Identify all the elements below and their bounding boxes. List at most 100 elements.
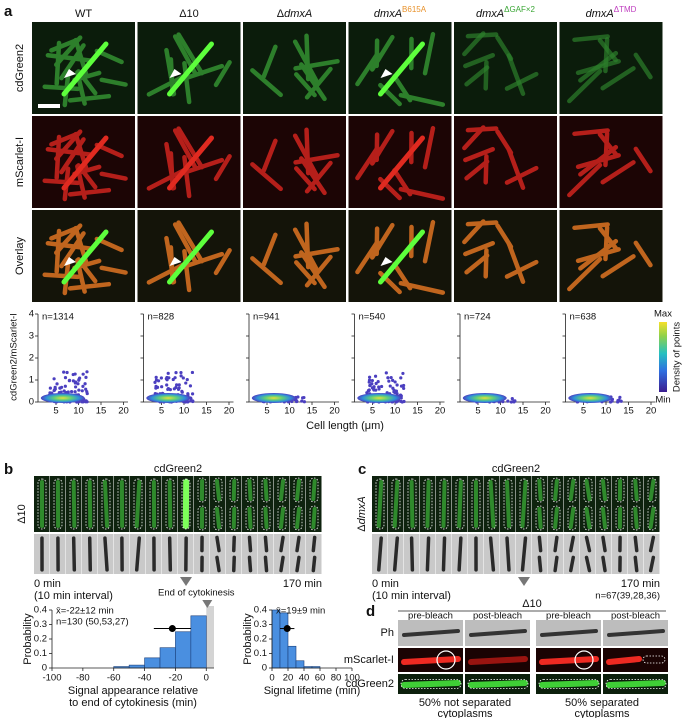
density-point (172, 387, 176, 391)
colorbar-min: Min (655, 395, 670, 406)
cell (553, 507, 559, 529)
x-tick-label: 100 (344, 673, 360, 684)
cell-outline (535, 505, 545, 531)
header-italic: dmxA (284, 8, 312, 20)
density-point (165, 375, 169, 380)
colorbar-label: Density of points (672, 322, 683, 392)
cell (99, 265, 128, 275)
density-point (367, 375, 372, 379)
x-tick-label: 15 (307, 406, 318, 417)
column-header: ΔdmxA (277, 8, 312, 20)
cell (495, 129, 514, 156)
density-point (81, 384, 85, 388)
y-tick-label: 1 (29, 375, 34, 386)
cell-outline (197, 477, 207, 503)
cell (463, 146, 495, 163)
header-pre: WT (75, 8, 92, 20)
x-tick-label: 5 (264, 406, 269, 417)
cell (376, 480, 384, 528)
x-tick-label: 20 (435, 406, 446, 417)
density-point (370, 379, 374, 383)
x-tick-label: 10 (495, 406, 506, 417)
x-tick-label: 10 (284, 406, 295, 417)
cell (441, 536, 447, 572)
density-point (74, 385, 78, 389)
caption: 50% not separated (419, 697, 511, 709)
phase-frame (644, 534, 660, 574)
density-point (402, 399, 406, 404)
cell (176, 126, 205, 170)
hist-bar (128, 664, 145, 669)
density-point (174, 383, 179, 387)
cell (401, 656, 461, 665)
phase-frame (596, 534, 612, 574)
x-tick-label: 5 (475, 406, 480, 417)
highlighted-cell (61, 41, 109, 97)
cell (182, 248, 192, 293)
cell (102, 480, 110, 528)
density-point (156, 379, 161, 383)
cell-outline (53, 478, 63, 530)
cell (468, 656, 528, 665)
cell (167, 480, 173, 528)
cell-outline (165, 478, 175, 530)
cell (176, 220, 205, 264)
cell (584, 507, 592, 529)
cell-outline (567, 477, 577, 503)
cell (99, 171, 128, 181)
hist-bar (287, 645, 297, 669)
density-point (389, 375, 393, 380)
density-cloud (251, 393, 296, 404)
phase-frame (580, 534, 596, 574)
cell (572, 128, 610, 137)
count-label: n=828 (148, 312, 175, 323)
cell (457, 536, 463, 572)
cell (295, 479, 301, 501)
cell (87, 480, 93, 528)
density-point (176, 387, 181, 391)
x-axis-label: Signal appearance relative (68, 685, 198, 697)
density-point (165, 378, 169, 382)
density-point (77, 378, 81, 382)
cell (279, 555, 285, 573)
y-axis-label: cdGreen2/mScarlet-I (9, 313, 20, 401)
cell (537, 555, 543, 573)
cell (520, 480, 528, 528)
cell (578, 238, 619, 271)
cell-outline (551, 477, 561, 503)
cell (295, 507, 301, 529)
density-point (179, 370, 183, 375)
cell (569, 535, 575, 553)
cell (103, 536, 109, 572)
caption: 50% separated (565, 697, 639, 709)
density-point (153, 380, 157, 384)
cell-outline (631, 477, 641, 503)
cell (167, 536, 173, 572)
cell (483, 248, 489, 279)
density-point (48, 391, 52, 395)
cell (601, 555, 607, 573)
density-point (374, 388, 378, 392)
cell (87, 536, 93, 572)
cell (377, 536, 383, 572)
strip-title: cdGreen2 (154, 463, 202, 475)
cell (540, 629, 598, 637)
cell (45, 52, 93, 63)
cell (600, 66, 636, 91)
density-point (74, 380, 78, 384)
cell (633, 479, 639, 501)
cell (134, 480, 142, 528)
x-tick-label: 0 (204, 673, 209, 684)
cell (278, 479, 286, 501)
density-point (76, 382, 80, 386)
y-axis-label: Probability (242, 613, 254, 665)
density-point (180, 389, 184, 393)
cytokinesis-marker (202, 600, 213, 608)
x-tick-label: 15 (96, 406, 107, 417)
cell (606, 680, 666, 688)
cell (603, 37, 610, 74)
cell (49, 225, 81, 241)
density-point (52, 377, 56, 381)
stat-label: x̄=19±9 min (276, 606, 325, 617)
x-tick-label: 20 (646, 406, 657, 417)
